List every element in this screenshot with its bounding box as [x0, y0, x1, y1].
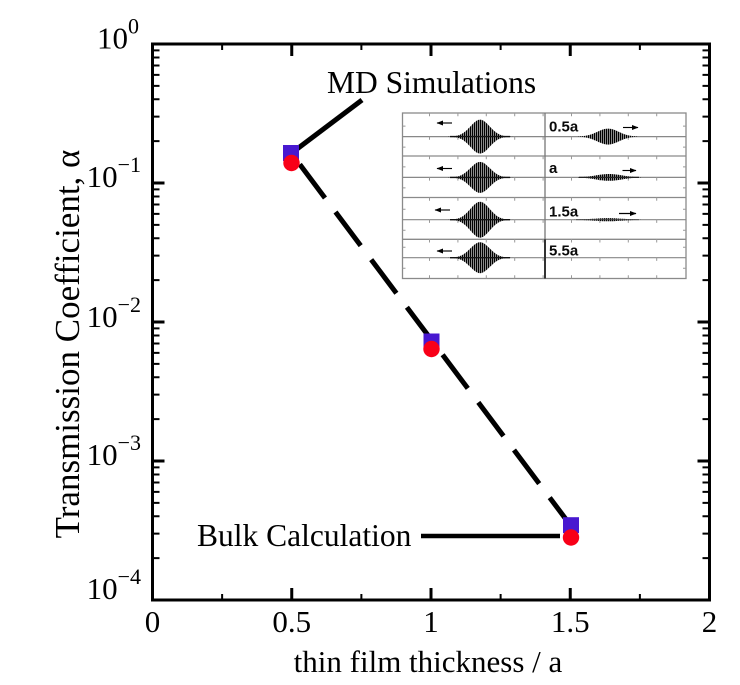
svg-text:10−4: 10−4 — [87, 564, 141, 606]
svg-text:10−2: 10−2 — [87, 292, 141, 334]
svg-text:1.5: 1.5 — [551, 604, 590, 639]
svg-text:1.5a: 1.5a — [549, 204, 579, 221]
svg-text:100: 100 — [97, 14, 139, 56]
svg-text:0.5: 0.5 — [272, 604, 311, 639]
svg-text:thin film thickness / a: thin film thickness / a — [294, 644, 563, 679]
svg-text:10−3: 10−3 — [87, 430, 141, 472]
svg-text:MD Simulations: MD Simulations — [327, 65, 536, 100]
svg-text:1: 1 — [423, 604, 439, 639]
svg-text:Bulk Calculation: Bulk Calculation — [197, 518, 412, 553]
svg-text:0: 0 — [145, 604, 161, 639]
svg-text:5.5a: 5.5a — [549, 243, 579, 260]
svg-text:2: 2 — [702, 604, 718, 639]
svg-text:a: a — [549, 160, 558, 177]
svg-text:Transmission Coefficient, α: Transmission Coefficient, α — [48, 150, 87, 539]
svg-text:10−1: 10−1 — [87, 152, 141, 194]
svg-text:0.5a: 0.5a — [549, 119, 579, 136]
